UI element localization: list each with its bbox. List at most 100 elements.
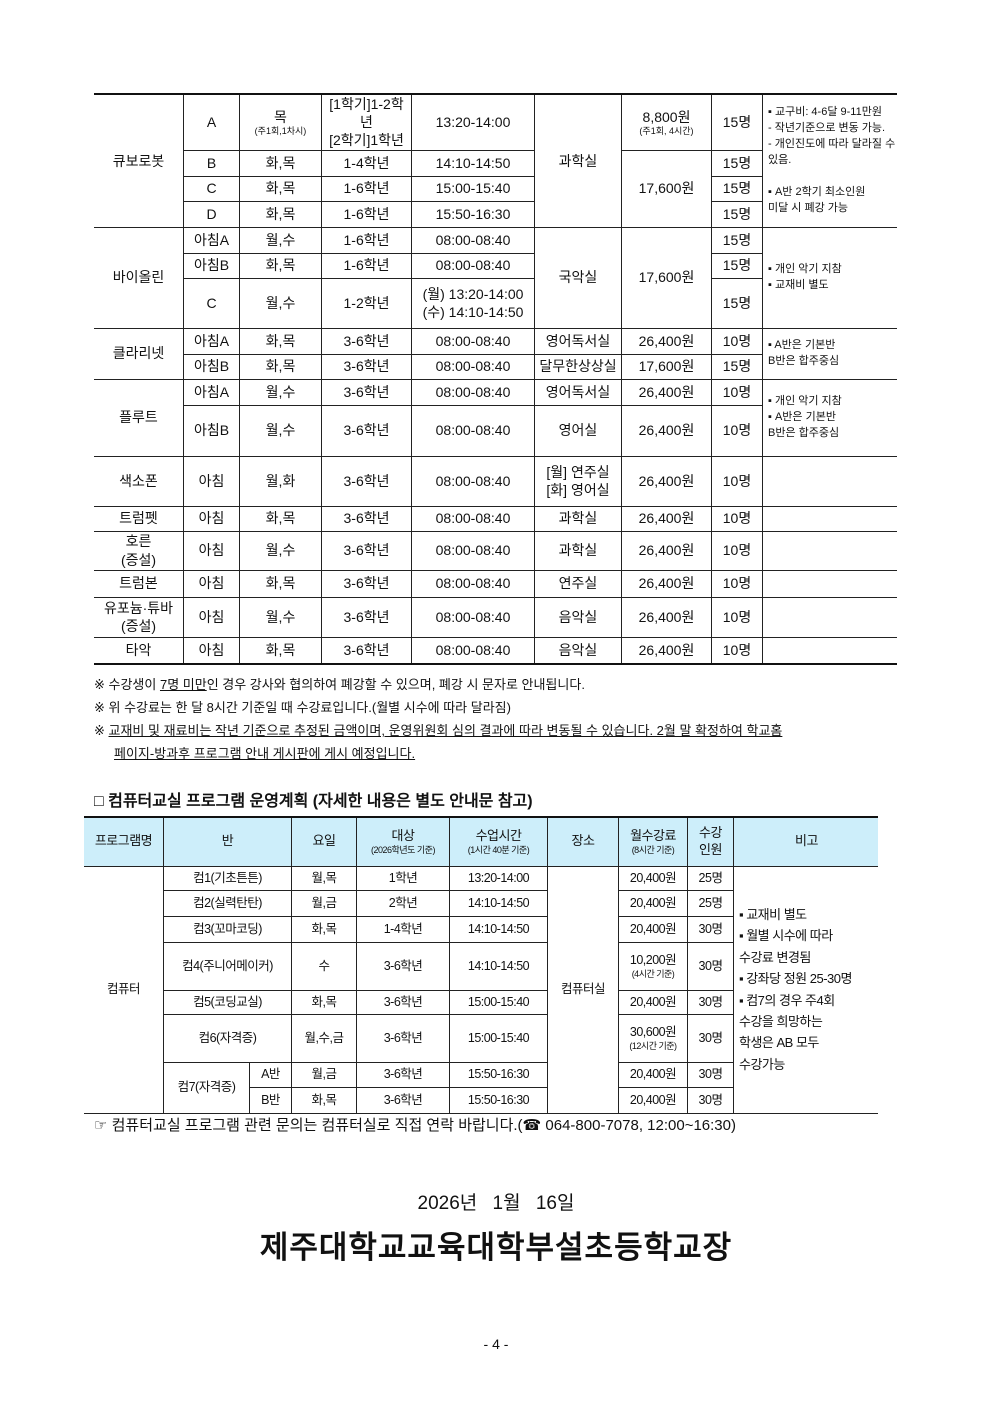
note-3-cont: 페이지-방과후 프로그램 안내 게시판에 게시 예정입니다. — [114, 746, 416, 761]
table-cell: B반 — [249, 1086, 292, 1114]
table-row: 컴퓨터 컴1(기초튼튼) 월,목 1학년 13:20-14:00 컴퓨터실 20,400원 2… — [84, 865, 878, 1114]
cell-sub: (8시간 기준) — [631, 844, 675, 855]
cell-main: 30,600원 — [629, 1025, 677, 1040]
table-cell: 월,수 — [239, 277, 322, 329]
note-3: ※ 교재비 및 재료비는 작년 기준으로 추정된 금액이며, 운영위원회 심의 … — [94, 723, 783, 738]
table-cell: 1-4학년 — [321, 149, 412, 177]
table-row: 컴2(실력탄탄) 월,금 2학년 14:10-14:50 20,400원 25명 — [84, 889, 878, 917]
music-program-table: 큐보로봇 A 목 (주1회,1차시) [1학기]1-2학년 [2학기]1학년 13:20-… — [94, 93, 897, 666]
table-cell: 화,목 — [239, 569, 322, 598]
table-cell: 10명 — [711, 636, 763, 665]
table-row: 큐보로봇 A 목 (주1회,1차시) [1학기]1-2학년 [2학기]1학년 13:20-… — [94, 93, 897, 228]
table-cell: 10명 — [711, 404, 763, 457]
page-number: - 4 - — [483, 1336, 509, 1352]
table-cell: 큐보로봇 — [94, 93, 184, 228]
table-cell: 17,600원 — [621, 149, 712, 228]
cell-main: 8,800원 — [642, 108, 691, 125]
table-cell: 15:50-16:30 — [449, 1086, 548, 1114]
table-cell: 월,화 — [239, 455, 322, 507]
cell-sub: (주1회,1차시) — [254, 125, 307, 136]
table-cell: 30명 — [687, 941, 734, 991]
cell-sub: (1시간 40분 기준) — [467, 844, 530, 855]
table-cell: 3-6학년 — [321, 569, 412, 598]
table-cell: 15명 — [711, 175, 763, 202]
table-cell: 아침A — [183, 327, 240, 355]
table-cell: 10명 — [711, 327, 763, 355]
table-cell: D — [183, 200, 240, 228]
table-cell: 2학년 — [356, 889, 450, 917]
table-cell: 수 — [291, 941, 357, 991]
table-cell: 25명 — [687, 865, 734, 891]
table-cell: 3-6학년 — [356, 941, 450, 991]
table-cell: 15:00-15:40 — [411, 175, 535, 202]
table-cell: 08:00-08:40 — [411, 226, 535, 254]
table-cell — [762, 530, 897, 571]
table-cell: 08:00-08:40 — [411, 378, 535, 406]
table-row: 클라리넷 아침A 화,목 3-6학년 08:00-08:40 영어독서실 26,400원 10… — [94, 327, 897, 380]
cell-sub: (4시간 기준) — [631, 968, 675, 979]
table-cell: 컴1(기초튼튼) — [163, 865, 292, 891]
table-cell: 과학실 — [534, 93, 622, 228]
table-cell: 20,400원 — [618, 1061, 688, 1088]
table-cell: 08:00-08:40 — [411, 353, 535, 380]
table-cell: 월,수 — [239, 530, 322, 571]
table-cell: 10명 — [711, 378, 763, 406]
table-cell: [월] 연주실 [화] 영어실 — [534, 455, 622, 507]
table-cell: 컴4(주니어메이커) — [163, 941, 292, 991]
table-row: 컴7(자격증) A반 월,금 3-6학년 15:50-16:30 20,400원 30명 — [84, 1061, 878, 1114]
table-row: C 화,목 1-6학년 15:00-15:40 15명 — [94, 175, 897, 202]
table-cell: 컴5(코딩교실) — [163, 989, 292, 1015]
table-cell: 컴7(자격증) — [163, 1061, 250, 1114]
table-cell: 월,수 — [239, 226, 322, 254]
table-cell: 08:00-08:40 — [411, 505, 535, 532]
cell-main: 목 — [274, 108, 287, 125]
table-cell: 유포늄·튜바 (증설) — [94, 596, 184, 638]
table-cell: 20,400원 — [618, 1086, 688, 1114]
table-cell: 17,600원 — [621, 226, 712, 329]
table-cell: 26,400원 — [621, 636, 712, 665]
table-cell: 장소 — [547, 816, 619, 867]
table-cell — [762, 505, 897, 532]
table-cell: 비고 — [733, 816, 878, 867]
table-cell: 13:20-14:00 — [411, 93, 535, 151]
table-cell: 26,400원 — [621, 569, 712, 598]
table-cell: 3-6학년 — [321, 404, 412, 457]
table-cell: 3-6학년 — [321, 636, 412, 665]
note-cell: ▪ 교재비 별도 ▪ 월별 시수에 따라 수강료 변경됨 ▪ 강좌당 정원 25… — [733, 865, 878, 1114]
table-cell: 15:50-16:30 — [411, 200, 535, 228]
table-row: 컴3(꼬마코딩) 화,목 1-4학년 14:10-14:50 20,400원 30명 — [84, 915, 878, 943]
table-cell: 26,400원 — [621, 404, 712, 457]
table-cell: 10명 — [711, 530, 763, 571]
table-cell: 월,수 — [239, 596, 322, 638]
table-cell: 연주실 — [534, 569, 622, 598]
table-cell: 30명 — [687, 915, 734, 943]
table-cell: [1학기]1-2학년 [2학기]1학년 — [321, 93, 412, 151]
table-cell: 3-6학년 — [356, 989, 450, 1015]
table-cell: 1-6학년 — [321, 200, 412, 228]
table-row: 트럼본 아침 화,목 3-6학년 08:00-08:40 연주실 26,400원 10명 — [94, 569, 897, 598]
table-cell: 월,목 — [291, 865, 357, 891]
table-cell: 30,600원 (12시간 기준) — [618, 1013, 688, 1063]
note-2: ※ 위 수강료는 한 달 8시간 기준일 때 수강료입니다.(월별 시수에 따라… — [94, 700, 511, 715]
table-cell: 08:00-08:40 — [411, 327, 535, 355]
table-cell: 15명 — [711, 226, 763, 254]
table-cell: 15:50-16:30 — [449, 1061, 548, 1088]
table-cell: 아침 — [183, 505, 240, 532]
contact-info: ☞ 컴퓨터교실 프로그램 관련 문의는 컴퓨터실로 직접 연락 바랍니다.(☎ … — [94, 1117, 736, 1134]
table-cell: 25명 — [687, 889, 734, 917]
table-cell: 10,200원 (4시간 기준) — [618, 941, 688, 991]
table-cell: 색소폰 — [94, 455, 184, 507]
table-row: B 화,목 1-4학년 14:10-14:50 17,600원 15명 — [94, 149, 897, 228]
table-cell: 컴6(자격증) — [163, 1013, 292, 1063]
table-cell: 화,목 — [239, 252, 322, 279]
table-row: B반 화,목 3-6학년 15:50-16:30 20,400원 30명 — [84, 1086, 878, 1114]
table-cell: 화,목 — [239, 149, 322, 177]
table-cell: 3-6학년 — [356, 1086, 450, 1114]
table-row: 아침B 화,목 3-6학년 08:00-08:40 달무한상상실 17,600원 15명 — [94, 353, 897, 380]
table-cell: 수업시간 (1시간 40분 기준) — [449, 816, 548, 867]
table-row: 컴4(주니어메이커) 수 3-6학년 14:10-14:50 10,200원 (4시간 기… — [84, 941, 878, 991]
table-row: C 월,수 1-2학년 (월) 13:20-14:00 (수) 14:10-14:50… — [94, 277, 897, 329]
table-cell: 14:10-14:50 — [449, 889, 548, 917]
table-cell: 26,400원 — [621, 327, 712, 355]
document-date: 2026년 1월 16일 — [417, 1193, 575, 1214]
